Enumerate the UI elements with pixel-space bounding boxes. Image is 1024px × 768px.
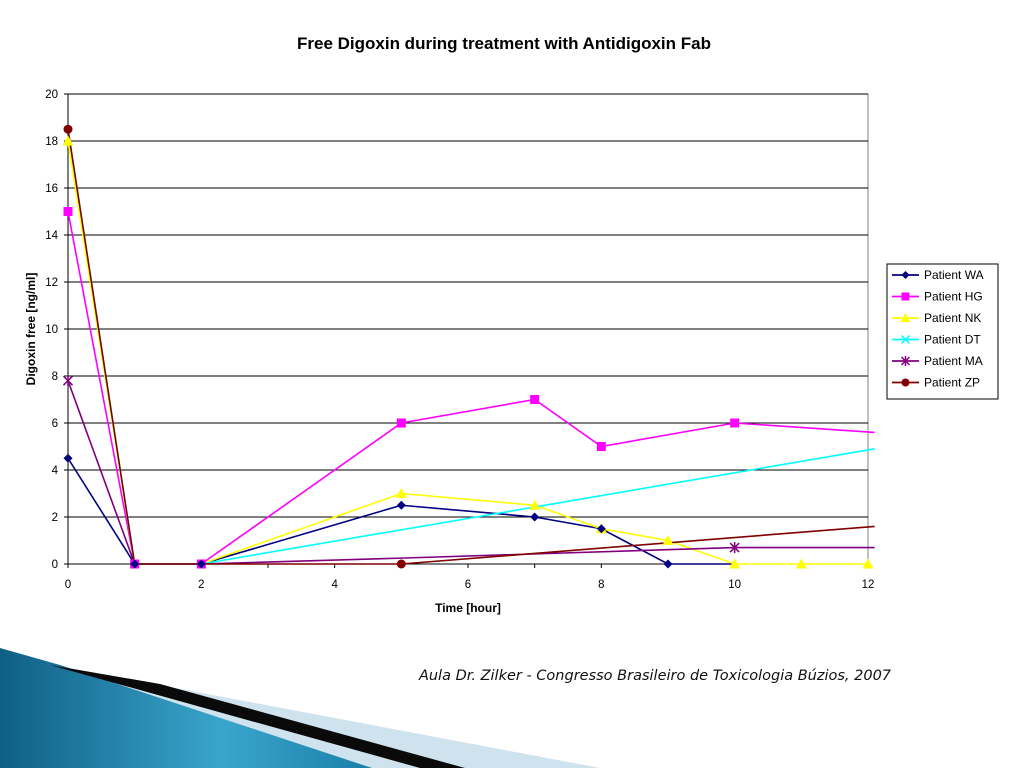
data-point-marker	[729, 542, 740, 554]
legend-item: Patient WA	[892, 268, 984, 282]
data-point-marker	[63, 207, 73, 216]
data-point-marker	[795, 558, 807, 569]
data-point-marker	[63, 124, 73, 134]
y-tick-label: 6	[52, 418, 58, 430]
y-axis-title: Digoxin free [ng/ml]	[24, 273, 38, 386]
data-point-marker	[62, 135, 74, 146]
data-point-marker	[530, 395, 540, 404]
data-point-marker	[596, 524, 606, 534]
x-axis: 0 2 4 6 8 10 12	[65, 563, 875, 591]
marker-stroke	[900, 334, 911, 345]
data-point-marker	[529, 499, 541, 510]
data-point-marker	[900, 356, 911, 366]
x-tick-label: 6	[465, 579, 471, 591]
plot-area	[67, 93, 869, 565]
y-tick-label: 4	[52, 465, 59, 477]
x-axis-title: Time [hour]	[435, 601, 501, 615]
y-tick-label: 18	[45, 136, 58, 148]
legend-item: Patient ZP	[892, 376, 980, 390]
data-point-marker	[396, 500, 406, 510]
data-point-marker	[662, 535, 674, 545]
y-tick-label: 2	[52, 512, 58, 524]
data-point-marker	[530, 512, 540, 522]
x-tick-label: 12	[862, 579, 875, 591]
chart-title: Free Digoxin during treatment with Antid…	[297, 34, 711, 53]
legend-item: Patient NK	[892, 311, 981, 325]
data-point-marker	[62, 375, 74, 387]
slide-corner-decoration	[0, 648, 600, 768]
x-tick-label: 10	[728, 579, 741, 591]
data-point-marker	[395, 488, 407, 498]
x-tick-label: 0	[65, 579, 71, 591]
legend-label: Patient HG	[924, 290, 983, 304]
y-tick-label: 0	[52, 559, 58, 571]
legend-item: Patient HG	[892, 290, 983, 304]
data-point-marker	[901, 292, 910, 301]
data-point-marker	[63, 453, 73, 463]
x-tick-label: 4	[331, 579, 338, 591]
slide-caption: Aula Dr. Zilker - Congresso Brasileiro d…	[418, 668, 892, 684]
data-point-marker	[900, 313, 911, 322]
legend-label: Patient MA	[924, 354, 983, 368]
legend-item: Patient DT	[892, 333, 981, 347]
y-tick-label: 8	[52, 371, 58, 383]
legend-label: Patient DT	[924, 333, 981, 347]
legend-label: Patient ZP	[924, 376, 980, 390]
data-point-marker	[130, 559, 140, 569]
data-point-marker	[396, 418, 406, 428]
x-tick-label: 2	[198, 579, 204, 591]
series-markers	[62, 375, 740, 554]
x-tick-label: 8	[598, 579, 604, 591]
data-point-marker	[663, 559, 673, 569]
y-tick-label: 20	[45, 89, 58, 101]
y-tick-label: 12	[45, 277, 58, 289]
data-point-marker	[900, 334, 911, 345]
data-point-marker	[396, 559, 406, 569]
data-point-marker	[730, 418, 740, 428]
data-point-marker	[596, 442, 606, 451]
series-patient-ma	[67, 380, 875, 565]
data-point-marker	[729, 558, 741, 569]
legend-item: Patient MA	[892, 354, 983, 368]
chart-legend: Patient WA Patient HG Patient NK Patient DT…	[886, 263, 999, 400]
data-point-marker	[862, 558, 874, 569]
y-tick-label: 10	[45, 324, 58, 336]
series-line	[67, 380, 875, 565]
decor-blue-band	[0, 648, 372, 768]
y-tick-label: 16	[45, 183, 58, 195]
data-point-marker	[901, 271, 910, 279]
legend-frame	[886, 263, 999, 400]
legend-label: Patient NK	[924, 311, 981, 325]
legend-label: Patient WA	[924, 268, 984, 282]
decor-dark-band	[50, 665, 465, 768]
series-group	[62, 124, 875, 569]
data-point-marker	[901, 378, 910, 387]
series-markers	[63, 453, 673, 569]
y-tick-label: 14	[45, 230, 58, 242]
y-axis: 0 2 4 6 8 10 12 14 16 18 20	[45, 89, 69, 571]
data-point-marker	[196, 559, 206, 569]
